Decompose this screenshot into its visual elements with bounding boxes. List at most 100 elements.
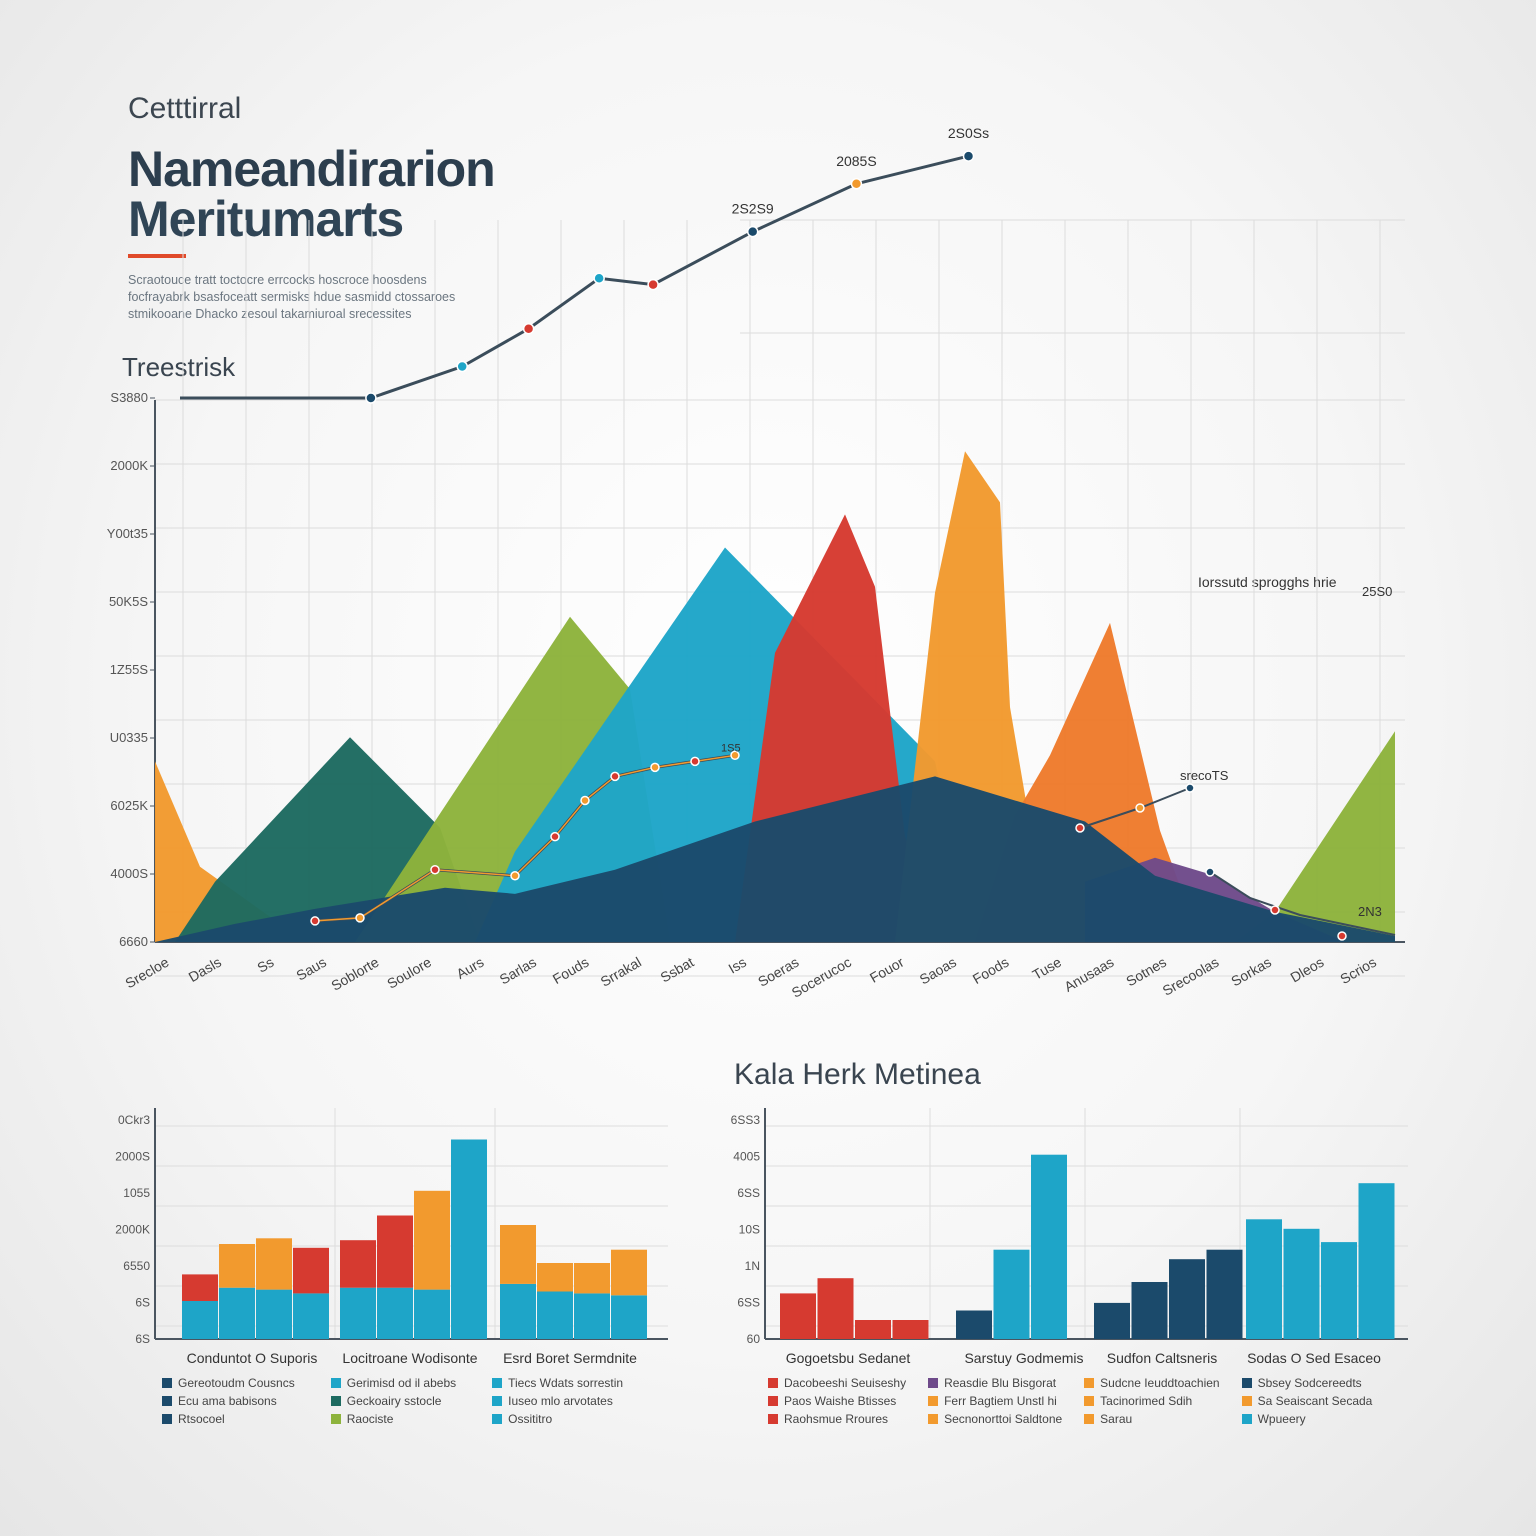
- x-tick-label: Srecloe: [122, 954, 171, 992]
- group-label: Sudfon Caltsneris: [1107, 1350, 1218, 1366]
- legend-item: Iuseo mlo arvotates: [492, 1392, 623, 1410]
- legend-swatch: [162, 1378, 172, 1388]
- legend-column: Dacobeeshi Seuiseshy Paos Waishe Btisses R…: [768, 1374, 906, 1428]
- x-tick-label: Foods: [970, 954, 1012, 987]
- x-tick-label: Ss: [254, 954, 276, 976]
- bar: [1321, 1242, 1357, 1339]
- legend-label: Sa Seaiscant Secada: [1257, 1394, 1373, 1408]
- legend-swatch: [1084, 1378, 1095, 1388]
- right-line-point: [1337, 931, 1347, 941]
- top-line-point: [522, 322, 535, 335]
- top-line-point: [746, 225, 759, 238]
- bar-segment-red: [293, 1247, 329, 1294]
- legend-label: Rtsocoel: [178, 1412, 225, 1426]
- legend-swatch: [1084, 1414, 1095, 1424]
- inner-line-point: [310, 916, 320, 926]
- top-line-point: [456, 360, 468, 373]
- y-tick-label: 6660: [119, 934, 148, 949]
- inner-line-point: [510, 871, 520, 881]
- bar: [817, 1278, 854, 1339]
- inner-trend-line-accent: [314, 754, 736, 922]
- bar-segment-orange: [256, 1238, 292, 1290]
- bar-segment-blue: [182, 1301, 218, 1339]
- legend-item: Sarau: [1084, 1410, 1219, 1428]
- bar-segment-blue: [377, 1287, 413, 1339]
- legend-note: Iorssutd sprogghs hrie: [1198, 574, 1337, 590]
- legend-label: Gerimisd od il abebs: [346, 1376, 457, 1390]
- legend-item: Gereotoudm Cousncs: [162, 1374, 295, 1392]
- y-tick-label: Y00t35: [107, 526, 148, 541]
- bar-segment-blue: [293, 1293, 329, 1339]
- bar-segment-blue: [537, 1291, 573, 1339]
- y-tick-label: 6S: [135, 1332, 150, 1346]
- y-tick-label: 2000S: [115, 1150, 150, 1164]
- legend-swatch: [492, 1414, 503, 1424]
- top-line-label: 2S2S9: [732, 201, 774, 217]
- legend-item: Geckoairy sstocle: [330, 1392, 456, 1410]
- top-line-point: [365, 392, 377, 404]
- bar: [1131, 1282, 1168, 1339]
- kpi-bar-chart: 60 6SS 1N 10S 6SS 4005 6SS3 Gogoetsbu Sedanet Sa…: [731, 1108, 1408, 1366]
- inner-line-point: [730, 750, 740, 761]
- legend-swatch: [768, 1414, 778, 1424]
- top-line-point: [962, 150, 975, 162]
- bar: [1169, 1259, 1205, 1339]
- legend-label: Paos Waishe Btisses: [784, 1394, 897, 1408]
- bar-segment-blue: [611, 1295, 647, 1339]
- inner-line-point: [610, 771, 620, 782]
- legend-label: Raociste: [346, 1412, 394, 1426]
- legend-label: Ossititro: [508, 1412, 553, 1426]
- legend-item: Ferr Bagtiem Unstl hi: [928, 1392, 1062, 1410]
- inner-line-label: 1S5: [721, 742, 741, 754]
- y-tick-label: 6025K: [110, 798, 148, 813]
- bar-segment-blue: [500, 1283, 536, 1339]
- legend-item: Paos Waishe Btisses: [768, 1392, 906, 1410]
- y-tick-label: 50K5S: [109, 594, 148, 609]
- right-marker-label: 2N3: [1358, 904, 1382, 919]
- right-line-point: [1185, 783, 1195, 793]
- x-tick-label: Socerucoc: [789, 954, 854, 1001]
- x-tick-label: Sorkas: [1228, 954, 1274, 990]
- legend-item: Raohsmue Rroures: [768, 1410, 906, 1428]
- bar-segment-orange: [219, 1244, 255, 1288]
- legend-column: Tiecs Wdats sorrestin Iuseo mlo arvotates…: [492, 1374, 623, 1428]
- legend-swatch: [1241, 1414, 1252, 1424]
- x-tick-label: Ssbat: [657, 954, 696, 986]
- legend-swatch: [768, 1396, 778, 1406]
- bar-segment-blue: [451, 1139, 487, 1339]
- y-tick-label: 2000K: [115, 1223, 150, 1237]
- bar: [855, 1320, 891, 1339]
- top-trend-line: [180, 154, 969, 400]
- group-label: Gogoetsbu Sedanet: [786, 1350, 911, 1366]
- bar-segment-orange: [574, 1263, 610, 1294]
- bar-segment-blue: [340, 1287, 376, 1339]
- legend-column: Gerimisd od il abebs Geckoairy sstocle Rao…: [330, 1374, 457, 1428]
- legend-item: Tacinorimed Sdih: [1084, 1392, 1219, 1410]
- legend-label: Iuseo mlo arvotates: [508, 1394, 613, 1408]
- legend-swatch: [492, 1378, 503, 1388]
- group-label: Sodas O Sed Esaceo: [1247, 1350, 1381, 1366]
- title-accent-rule: [128, 254, 186, 258]
- inner-line-point: [430, 864, 440, 875]
- legend-label: Sarau: [1100, 1412, 1133, 1426]
- legend-swatch: [330, 1378, 341, 1388]
- right-line-point: [1135, 803, 1145, 813]
- legend-swatch: [928, 1414, 939, 1424]
- bar-segment-blue: [574, 1293, 610, 1339]
- x-tick-label: Soblorte: [328, 954, 381, 994]
- x-tick-label: Dleos: [1287, 954, 1326, 986]
- bar-segment-orange: [414, 1190, 450, 1290]
- y-tick-label: 6S: [135, 1296, 150, 1310]
- area-green-right: [1235, 731, 1395, 942]
- x-tick-label: Dasls: [186, 954, 224, 985]
- bar: [1094, 1302, 1130, 1339]
- inner-line-point: [355, 913, 365, 923]
- x-tick-label: Fouds: [550, 954, 592, 987]
- legend-swatch: [768, 1378, 778, 1388]
- top-line-point: [850, 178, 863, 190]
- legend-right: Dacobeeshi Seuiseshy Paos Waishe Btisses R…: [768, 1374, 1408, 1428]
- right-line-point: [1270, 905, 1280, 915]
- inner-line-point: [550, 831, 560, 842]
- y-tick-label: 4005: [733, 1150, 760, 1164]
- legend-swatch: [162, 1396, 172, 1406]
